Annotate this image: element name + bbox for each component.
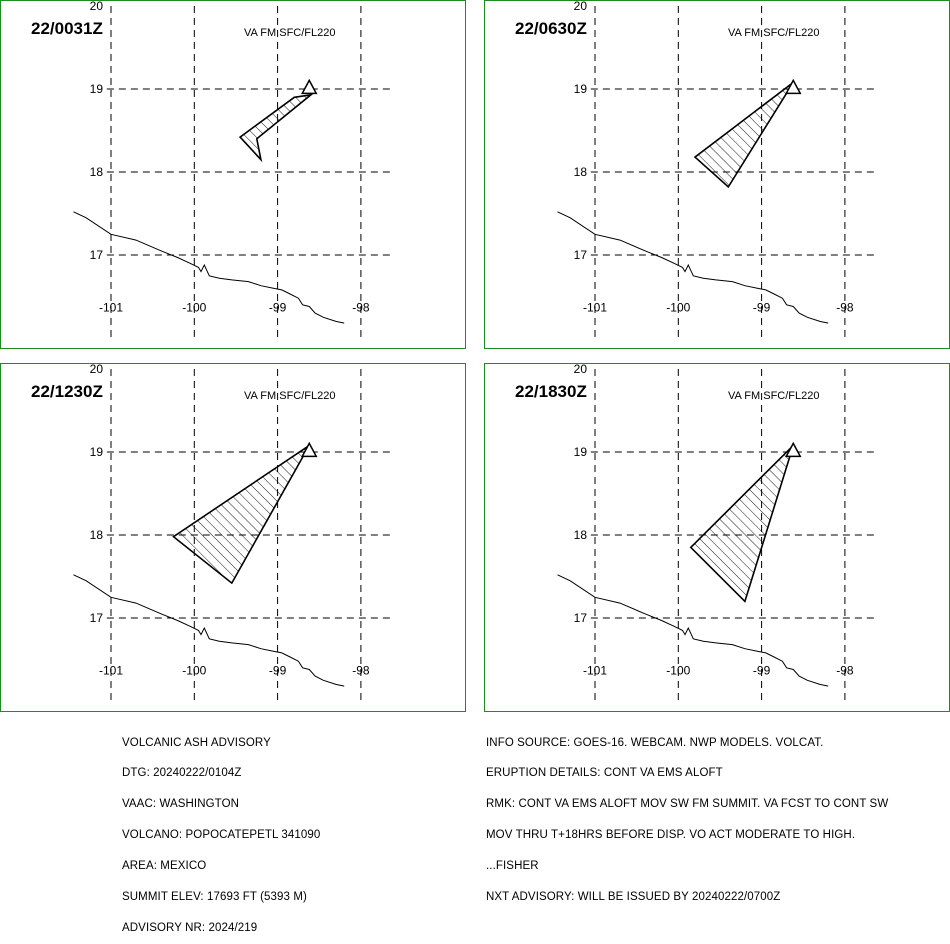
- lon-tick-label: -98: [836, 663, 854, 677]
- lon-tick-label: -100: [666, 663, 690, 677]
- ash-cloud-polygon: [689, 444, 795, 603]
- lat-tick-label: 18: [574, 165, 588, 179]
- lat-tick-label: 20: [574, 1, 588, 13]
- lat-tick-label: 20: [574, 364, 588, 376]
- flight-level-label: VA FM SFC/FL220: [728, 390, 820, 402]
- advisory-vaac: VAAC: WASHINGTON: [122, 798, 240, 811]
- lon-tick-label: -99: [753, 663, 771, 677]
- forecast-panel-2: -101 -100 -99 -98 17 18 19 20 22/1230Z VA FM SFC/…: [0, 363, 466, 712]
- lat-tick-label: 18: [574, 528, 588, 542]
- forecast-panel-0: -101 -100 -99 -98 17 18 19 20 22/0031Z VA FM SFC/…: [0, 0, 466, 349]
- lat-tick-label: 18: [90, 528, 104, 542]
- lat-tick-label: 18: [90, 165, 104, 179]
- flight-level-label: VA FM SFC/FL220: [244, 390, 336, 402]
- map-canvas: -101 -100 -99 -98 17 18 19 20: [557, 364, 879, 703]
- lat-tick-label: 19: [574, 82, 588, 96]
- advisory-title: VOLCANIC ASH ADVISORY: [122, 736, 271, 749]
- advisory-summit-elev: SUMMIT ELEV: 17693 FT (5393 M): [122, 891, 307, 904]
- lat-tick-label: 17: [574, 248, 588, 262]
- coastline: [73, 574, 345, 687]
- lon-tick-label: -98: [352, 663, 370, 677]
- lon-tick-label: -99: [269, 300, 287, 314]
- lat-tick-label: 19: [90, 82, 104, 96]
- volcano-triangle-icon: [784, 78, 802, 95]
- lon-tick-label: -101: [583, 663, 607, 677]
- lon-tick-label: -100: [666, 300, 690, 314]
- map-canvas: -101 -100 -99 -98 17 18 19 20: [73, 364, 395, 703]
- advisory-dtg: DTG: 20240222/0104Z: [122, 767, 242, 780]
- lon-tick-label: -98: [836, 300, 854, 314]
- advisory-volcano: VOLCANO: POPOCATEPETL 341090: [122, 829, 321, 842]
- lon-tick-label: -99: [269, 663, 287, 677]
- lat-tick-label: 17: [90, 611, 104, 625]
- lat-tick-label: 19: [574, 445, 588, 459]
- forecast-panel-3: -101 -100 -99 -98 17 18 19 20 22/1830Z VA FM SFC/…: [484, 363, 950, 712]
- map-canvas: -101 -100 -99 -98 17 18 19 20: [557, 1, 879, 340]
- advisory-forecaster: ...FISHER: [486, 860, 539, 873]
- lat-tick-label: 17: [90, 248, 104, 262]
- ash-cloud-polygon: [172, 444, 310, 585]
- advisory-number: ADVISORY NR: 2024/219: [122, 921, 258, 934]
- lat-tick-label: 17: [574, 611, 588, 625]
- lon-tick-label: -98: [352, 300, 370, 314]
- advisory-details-right: INFO SOURCE: GOES-16. WEBCAM. NWP MODELS…: [486, 717, 888, 913]
- lon-tick-label: -101: [583, 300, 607, 314]
- lon-tick-label: -100: [182, 663, 206, 677]
- advisory-remarks-1: RMK: CONT VA EMS ALOFT MOV SW FM SUMMIT.…: [486, 798, 889, 811]
- lon-tick-label: -101: [99, 663, 123, 677]
- lon-tick-label: -101: [99, 300, 123, 314]
- lat-tick-label: 20: [90, 364, 104, 376]
- forecast-time-label: 22/1230Z: [31, 382, 103, 401]
- advisory-next: NXT ADVISORY: WILL BE ISSUED BY 20240222…: [486, 891, 781, 904]
- advisory-area: AREA: MEXICO: [122, 860, 207, 873]
- lat-tick-label: 20: [90, 1, 104, 13]
- lat-tick-label: 19: [90, 445, 104, 459]
- forecast-time-label: 22/0630Z: [515, 19, 587, 38]
- coastline: [557, 574, 829, 687]
- forecast-panel-1: -101 -100 -99 -98 17 18 19 20 22/0630Z VA FM SFC/…: [484, 0, 950, 349]
- lon-tick-label: -100: [182, 300, 206, 314]
- ash-cloud-polygon: [238, 93, 314, 163]
- volcano-triangle-icon: [784, 441, 802, 458]
- ash-cloud-polygon: [693, 81, 794, 189]
- forecast-time-label: 22/0031Z: [31, 19, 103, 38]
- forecast-time-label: 22/1830Z: [515, 382, 587, 401]
- advisory-eruption-details: ERUPTION DETAILS: CONT VA EMS ALOFT: [486, 767, 723, 780]
- coastline: [73, 211, 345, 324]
- advisory-info-source: INFO SOURCE: GOES-16. WEBCAM. NWP MODELS…: [486, 736, 824, 749]
- volcano-triangle-icon: [300, 78, 318, 95]
- flight-level-label: VA FM SFC/FL220: [728, 27, 820, 39]
- coastline: [557, 211, 829, 324]
- lon-tick-label: -99: [753, 300, 771, 314]
- advisory-remarks-2: MOV THRU T+18HRS BEFORE DISP. VO ACT MOD…: [486, 829, 856, 842]
- advisory-header-left: VOLCANIC ASH ADVISORY DTG: 20240222/0104…: [122, 717, 320, 944]
- map-canvas: -101 -100 -99 -98 17 18 19 20: [73, 1, 395, 340]
- flight-level-label: VA FM SFC/FL220: [244, 27, 336, 39]
- volcano-triangle-icon: [300, 441, 318, 458]
